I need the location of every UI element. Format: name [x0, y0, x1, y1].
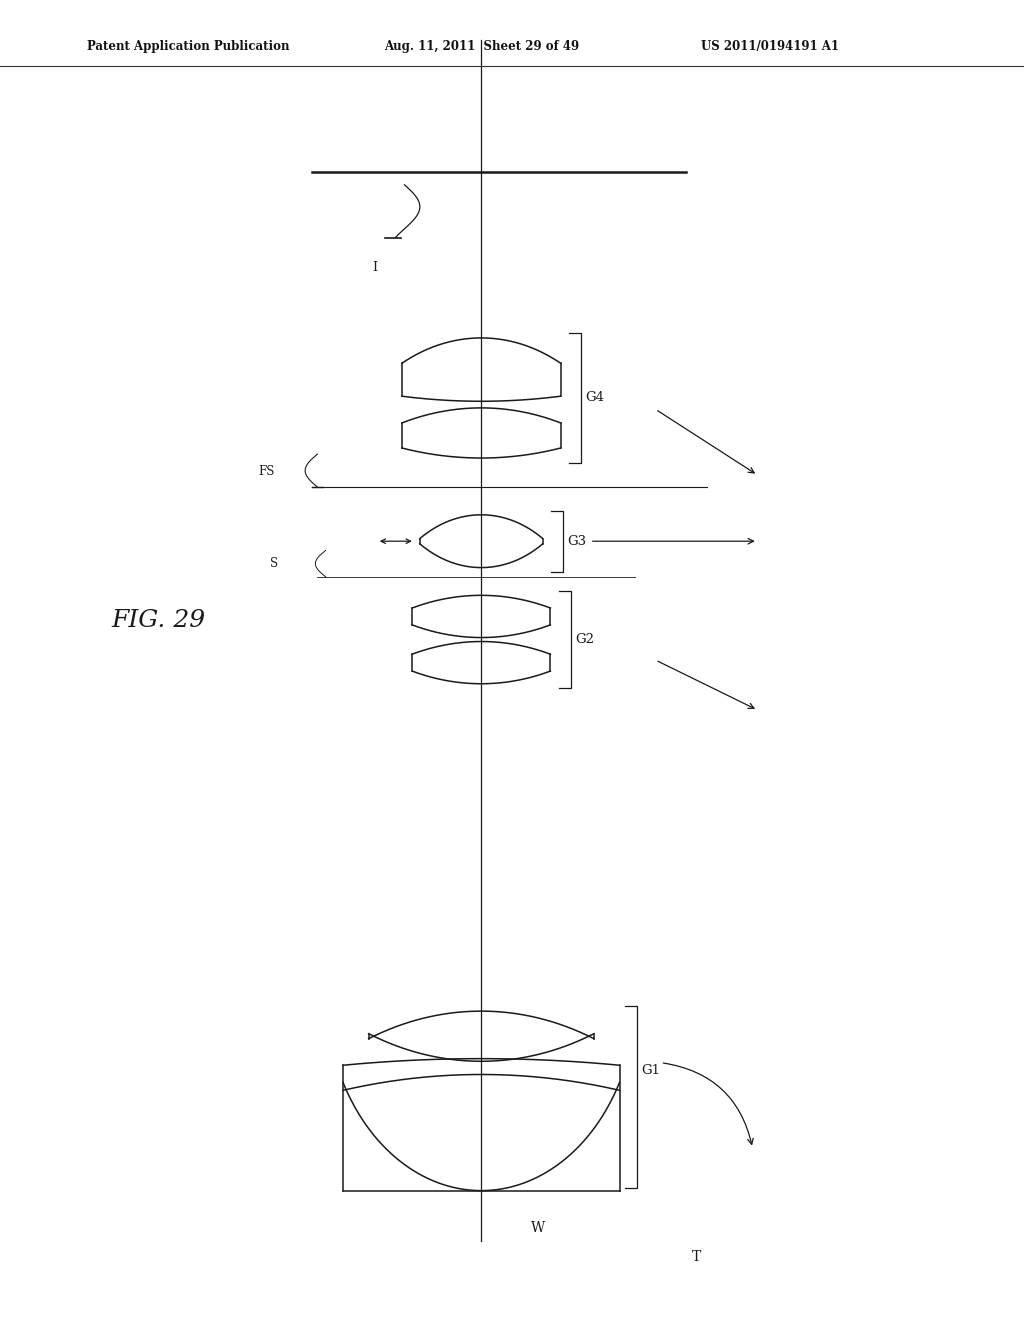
Text: S: S	[270, 557, 279, 570]
Text: Aug. 11, 2011  Sheet 29 of 49: Aug. 11, 2011 Sheet 29 of 49	[384, 40, 580, 53]
Text: G2: G2	[575, 634, 594, 645]
FancyArrowPatch shape	[664, 1063, 754, 1144]
Text: Patent Application Publication: Patent Application Publication	[87, 40, 290, 53]
Text: G3: G3	[567, 535, 587, 548]
Text: G4: G4	[586, 392, 604, 404]
Text: G1: G1	[641, 1064, 660, 1077]
Text: W: W	[530, 1221, 545, 1234]
Text: T: T	[691, 1250, 701, 1263]
Text: FS: FS	[258, 465, 274, 478]
Text: FIG. 29: FIG. 29	[112, 609, 206, 632]
Text: I: I	[373, 261, 378, 275]
Text: US 2011/0194191 A1: US 2011/0194191 A1	[701, 40, 840, 53]
